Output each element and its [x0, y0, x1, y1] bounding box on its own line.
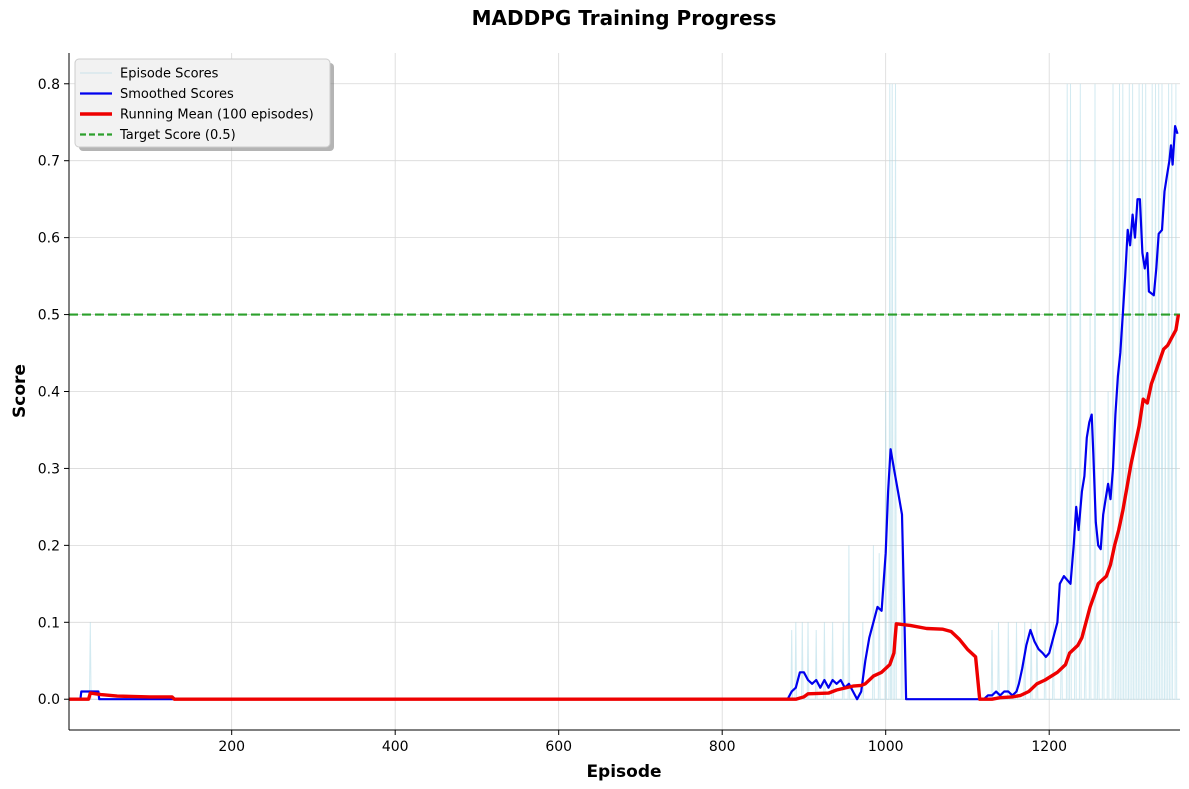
y-tick-label: 0.5 — [38, 308, 60, 324]
series-running-mean-line — [69, 314, 1181, 701]
y-ticks: 0.0 0.1 0.2 0.3 0.4 0.5 0.6 0.7 0.8 — [38, 77, 69, 708]
series-smoothed-scores-line — [69, 124, 1179, 701]
chart-title: MADDPG Training Progress — [472, 6, 777, 30]
grid — [69, 53, 1180, 730]
legend-label: Target Score (0.5) — [119, 128, 236, 143]
y-tick-label: 0.3 — [38, 461, 60, 477]
x-tick-label: 1200 — [1031, 739, 1067, 755]
y-tick-label: 0.7 — [38, 154, 60, 170]
legend-label: Running Mean (100 episodes) — [120, 108, 314, 123]
y-tick-label: 0.2 — [38, 538, 60, 554]
x-tick-label: 1000 — [868, 739, 904, 755]
y-axis-title: Score — [10, 364, 30, 418]
y-tick-label: 0.4 — [38, 385, 60, 401]
plot-area — [69, 83, 1181, 701]
y-tick-label: 0.8 — [38, 77, 60, 93]
x-ticks: 200 400 600 800 1000 1200 — [218, 730, 1067, 755]
y-tick-label: 0.1 — [38, 615, 60, 631]
x-tick-label: 600 — [545, 739, 572, 755]
x-tick-label: 200 — [218, 739, 245, 755]
x-tick-label: 800 — [709, 739, 736, 755]
x-axis-title: Episode — [586, 762, 661, 782]
x-tick-label: 400 — [382, 739, 409, 755]
y-tick-label: 0.0 — [38, 692, 60, 708]
legend-label: Episode Scores — [120, 67, 219, 82]
series-episode-scores-line — [69, 83, 1180, 700]
legend: Episode Scores Smoothed Scores Running Mea… — [74, 58, 334, 151]
legend-box — [74, 58, 331, 148]
y-tick-label: 0.6 — [38, 231, 60, 247]
legend-label: Smoothed Scores — [120, 87, 234, 102]
